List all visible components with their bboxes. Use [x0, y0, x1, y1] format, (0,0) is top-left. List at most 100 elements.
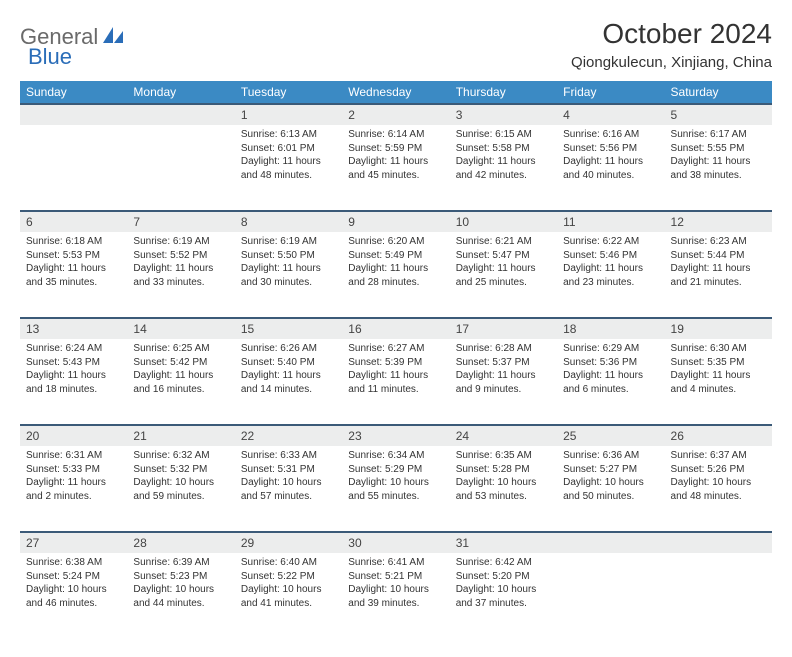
day-cell: Sunrise: 6:15 AMSunset: 5:58 PMDaylight:… — [450, 125, 557, 211]
day-cell: Sunrise: 6:31 AMSunset: 5:33 PMDaylight:… — [20, 446, 127, 532]
day-number-cell: 24 — [450, 425, 557, 446]
day-data-text: Sunrise: 6:32 AMSunset: 5:32 PMDaylight:… — [127, 446, 234, 509]
day-number-cell: 30 — [342, 532, 449, 553]
day-data-text: Sunrise: 6:22 AMSunset: 5:46 PMDaylight:… — [557, 232, 664, 295]
day-number-cell — [665, 532, 772, 553]
day-data-text: Sunrise: 6:27 AMSunset: 5:39 PMDaylight:… — [342, 339, 449, 402]
day-cell: Sunrise: 6:19 AMSunset: 5:52 PMDaylight:… — [127, 232, 234, 318]
day-cell: Sunrise: 6:38 AMSunset: 5:24 PMDaylight:… — [20, 553, 127, 639]
day-data-text: Sunrise: 6:19 AMSunset: 5:52 PMDaylight:… — [127, 232, 234, 295]
day-cell: Sunrise: 6:42 AMSunset: 5:20 PMDaylight:… — [450, 553, 557, 639]
day-data-text: Sunrise: 6:28 AMSunset: 5:37 PMDaylight:… — [450, 339, 557, 402]
logo-sail-icon — [103, 25, 125, 50]
day-number-cell: 12 — [665, 211, 772, 232]
day-cell: Sunrise: 6:29 AMSunset: 5:36 PMDaylight:… — [557, 339, 664, 425]
day-number-cell — [20, 104, 127, 125]
day-cell: Sunrise: 6:27 AMSunset: 5:39 PMDaylight:… — [342, 339, 449, 425]
calendar-table: Sunday Monday Tuesday Wednesday Thursday… — [20, 81, 772, 639]
day-number-cell: 5 — [665, 104, 772, 125]
day-data-text: Sunrise: 6:41 AMSunset: 5:21 PMDaylight:… — [342, 553, 449, 616]
day-number-cell: 21 — [127, 425, 234, 446]
day-data-text: Sunrise: 6:33 AMSunset: 5:31 PMDaylight:… — [235, 446, 342, 509]
day-number-cell: 27 — [20, 532, 127, 553]
day-data-row: Sunrise: 6:38 AMSunset: 5:24 PMDaylight:… — [20, 553, 772, 639]
day-data-text: Sunrise: 6:31 AMSunset: 5:33 PMDaylight:… — [20, 446, 127, 509]
day-number-cell: 20 — [20, 425, 127, 446]
day-number-cell: 16 — [342, 318, 449, 339]
day-cell: Sunrise: 6:13 AMSunset: 6:01 PMDaylight:… — [235, 125, 342, 211]
day-data-text: Sunrise: 6:24 AMSunset: 5:43 PMDaylight:… — [20, 339, 127, 402]
day-data-text: Sunrise: 6:38 AMSunset: 5:24 PMDaylight:… — [20, 553, 127, 616]
day-number-cell: 10 — [450, 211, 557, 232]
weekday-header: Wednesday — [342, 81, 449, 104]
day-data-text: Sunrise: 6:29 AMSunset: 5:36 PMDaylight:… — [557, 339, 664, 402]
day-cell: Sunrise: 6:32 AMSunset: 5:32 PMDaylight:… — [127, 446, 234, 532]
day-number-cell: 13 — [20, 318, 127, 339]
day-cell: Sunrise: 6:33 AMSunset: 5:31 PMDaylight:… — [235, 446, 342, 532]
day-data-row: Sunrise: 6:18 AMSunset: 5:53 PMDaylight:… — [20, 232, 772, 318]
day-data-text: Sunrise: 6:26 AMSunset: 5:40 PMDaylight:… — [235, 339, 342, 402]
day-cell: Sunrise: 6:19 AMSunset: 5:50 PMDaylight:… — [235, 232, 342, 318]
day-data-text: Sunrise: 6:42 AMSunset: 5:20 PMDaylight:… — [450, 553, 557, 616]
day-data-text: Sunrise: 6:14 AMSunset: 5:59 PMDaylight:… — [342, 125, 449, 188]
day-number-cell — [127, 104, 234, 125]
weekday-header: Monday — [127, 81, 234, 104]
day-number-cell: 14 — [127, 318, 234, 339]
day-cell — [20, 125, 127, 211]
day-number-cell: 8 — [235, 211, 342, 232]
day-cell: Sunrise: 6:18 AMSunset: 5:53 PMDaylight:… — [20, 232, 127, 318]
day-cell: Sunrise: 6:37 AMSunset: 5:26 PMDaylight:… — [665, 446, 772, 532]
day-number-cell: 18 — [557, 318, 664, 339]
day-cell: Sunrise: 6:28 AMSunset: 5:37 PMDaylight:… — [450, 339, 557, 425]
day-number-cell: 23 — [342, 425, 449, 446]
day-data-text: Sunrise: 6:30 AMSunset: 5:35 PMDaylight:… — [665, 339, 772, 402]
day-cell: Sunrise: 6:26 AMSunset: 5:40 PMDaylight:… — [235, 339, 342, 425]
day-data-text: Sunrise: 6:34 AMSunset: 5:29 PMDaylight:… — [342, 446, 449, 509]
logo-text-blue-wrap: Blue — [28, 44, 72, 70]
day-data-text: Sunrise: 6:13 AMSunset: 6:01 PMDaylight:… — [235, 125, 342, 188]
day-number-cell: 22 — [235, 425, 342, 446]
day-number-cell: 1 — [235, 104, 342, 125]
day-number-cell: 11 — [557, 211, 664, 232]
day-data-row: Sunrise: 6:24 AMSunset: 5:43 PMDaylight:… — [20, 339, 772, 425]
header: General October 2024 Qiongkulecun, Xinji… — [20, 18, 772, 71]
day-cell: Sunrise: 6:39 AMSunset: 5:23 PMDaylight:… — [127, 553, 234, 639]
weekday-header: Thursday — [450, 81, 557, 104]
day-number-row: 20212223242526 — [20, 425, 772, 446]
day-data-text: Sunrise: 6:16 AMSunset: 5:56 PMDaylight:… — [557, 125, 664, 188]
day-cell: Sunrise: 6:40 AMSunset: 5:22 PMDaylight:… — [235, 553, 342, 639]
day-cell: Sunrise: 6:36 AMSunset: 5:27 PMDaylight:… — [557, 446, 664, 532]
day-number-row: 6789101112 — [20, 211, 772, 232]
day-number-cell: 17 — [450, 318, 557, 339]
calendar-page: General October 2024 Qiongkulecun, Xinji… — [0, 0, 792, 657]
day-data-text: Sunrise: 6:21 AMSunset: 5:47 PMDaylight:… — [450, 232, 557, 295]
logo-text-blue: Blue — [28, 44, 72, 69]
day-number-cell: 2 — [342, 104, 449, 125]
day-cell: Sunrise: 6:30 AMSunset: 5:35 PMDaylight:… — [665, 339, 772, 425]
day-cell — [557, 553, 664, 639]
day-data-text: Sunrise: 6:15 AMSunset: 5:58 PMDaylight:… — [450, 125, 557, 188]
day-number-row: 2728293031 — [20, 532, 772, 553]
day-data-text: Sunrise: 6:39 AMSunset: 5:23 PMDaylight:… — [127, 553, 234, 616]
day-data-row: Sunrise: 6:31 AMSunset: 5:33 PMDaylight:… — [20, 446, 772, 532]
day-number-cell — [557, 532, 664, 553]
day-data-text: Sunrise: 6:18 AMSunset: 5:53 PMDaylight:… — [20, 232, 127, 295]
day-number-cell: 25 — [557, 425, 664, 446]
day-data-text: Sunrise: 6:19 AMSunset: 5:50 PMDaylight:… — [235, 232, 342, 295]
day-number-cell: 19 — [665, 318, 772, 339]
day-cell: Sunrise: 6:35 AMSunset: 5:28 PMDaylight:… — [450, 446, 557, 532]
weekday-header: Saturday — [665, 81, 772, 104]
day-data-text — [20, 125, 127, 134]
day-data-text — [665, 553, 772, 562]
day-number-row: 12345 — [20, 104, 772, 125]
day-number-cell: 31 — [450, 532, 557, 553]
day-data-text: Sunrise: 6:25 AMSunset: 5:42 PMDaylight:… — [127, 339, 234, 402]
title-block: October 2024 Qiongkulecun, Xinjiang, Chi… — [571, 18, 772, 71]
day-cell: Sunrise: 6:14 AMSunset: 5:59 PMDaylight:… — [342, 125, 449, 211]
day-data-text: Sunrise: 6:20 AMSunset: 5:49 PMDaylight:… — [342, 232, 449, 295]
day-cell: Sunrise: 6:21 AMSunset: 5:47 PMDaylight:… — [450, 232, 557, 318]
day-cell: Sunrise: 6:23 AMSunset: 5:44 PMDaylight:… — [665, 232, 772, 318]
day-data-text: Sunrise: 6:23 AMSunset: 5:44 PMDaylight:… — [665, 232, 772, 295]
day-cell — [665, 553, 772, 639]
day-data-row: Sunrise: 6:13 AMSunset: 6:01 PMDaylight:… — [20, 125, 772, 211]
